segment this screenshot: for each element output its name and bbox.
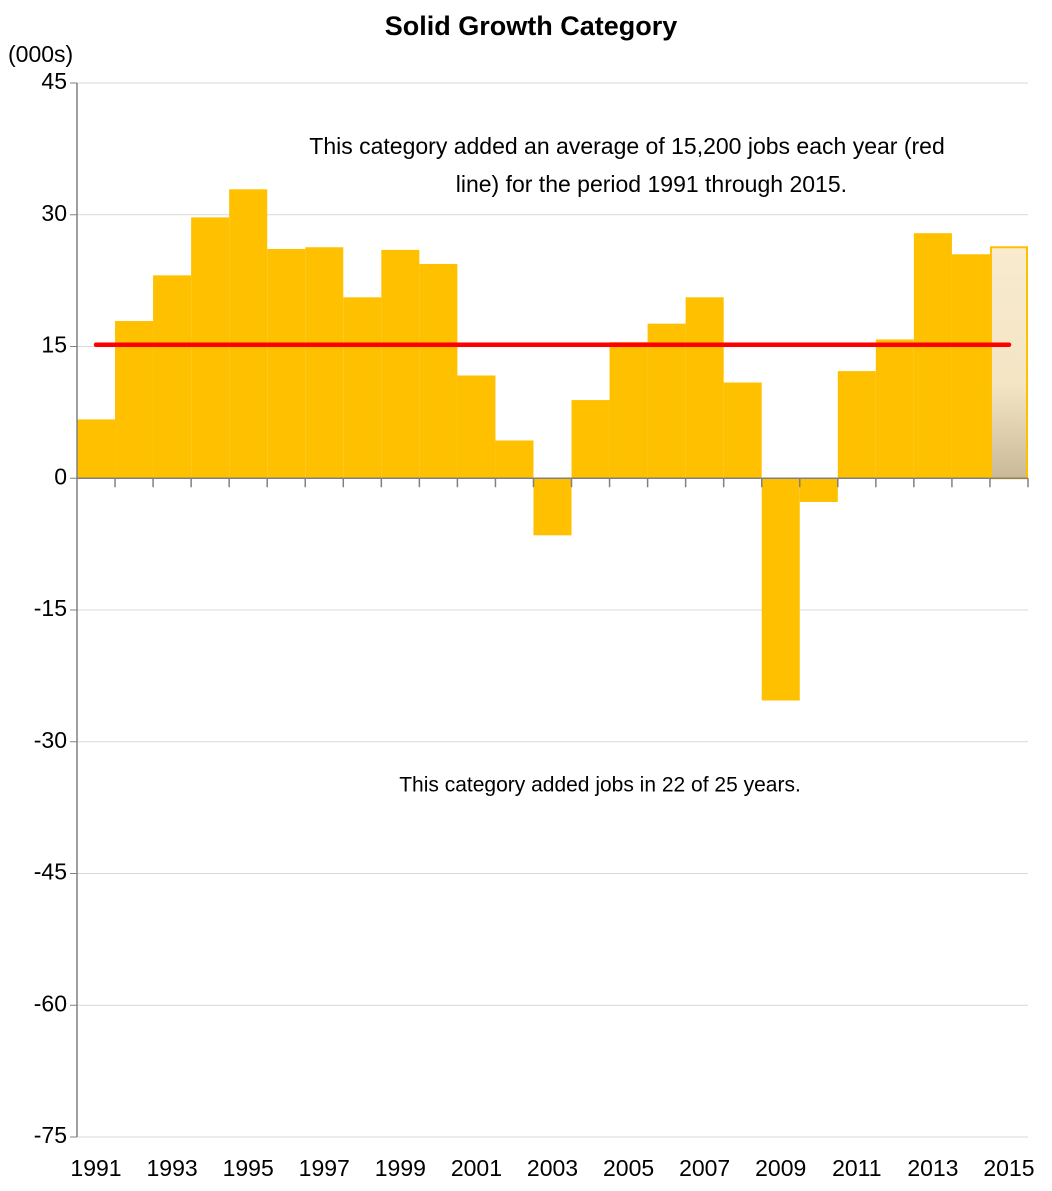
x-tick-label: 1995 xyxy=(223,1155,274,1181)
bar xyxy=(381,249,420,479)
bar xyxy=(989,246,1029,480)
y-axis-label: (000s) xyxy=(8,41,73,67)
x-tick-label: 1991 xyxy=(70,1155,121,1181)
bar xyxy=(609,342,648,479)
bar xyxy=(875,339,914,479)
y-tick-label: 15 xyxy=(41,332,67,358)
y-tick-label: -75 xyxy=(34,1122,67,1148)
bar xyxy=(913,233,952,479)
bar xyxy=(533,478,572,536)
bar xyxy=(153,275,192,479)
x-tick-label: 2003 xyxy=(527,1155,578,1181)
x-tick-label: 2009 xyxy=(755,1155,806,1181)
x-tick-label: 1997 xyxy=(299,1155,350,1181)
bar xyxy=(305,247,344,479)
bar xyxy=(419,263,458,479)
bar xyxy=(647,323,686,479)
y-tick-label: -60 xyxy=(34,990,67,1016)
y-tick-label: 30 xyxy=(41,200,67,226)
bar xyxy=(837,371,876,479)
y-tick-label: -30 xyxy=(34,727,67,753)
y-tick-label: -45 xyxy=(34,859,67,885)
x-tick-label: 2011 xyxy=(832,1155,881,1181)
annotation: This category added an average of 15,200… xyxy=(309,133,944,159)
bar xyxy=(191,217,230,479)
bar xyxy=(723,382,762,479)
bar xyxy=(571,400,610,479)
x-tick-label: 2015 xyxy=(983,1155,1034,1181)
annotation: This category added jobs in 22 of 25 yea… xyxy=(399,774,801,797)
chart-title: Solid Growth Category xyxy=(385,11,678,41)
y-tick-label: 45 xyxy=(41,68,67,94)
x-tick-label: 2005 xyxy=(603,1155,654,1181)
bar xyxy=(457,375,496,479)
bar xyxy=(951,254,990,479)
x-tick-label: 1999 xyxy=(375,1155,426,1181)
bar xyxy=(229,189,268,479)
y-tick-label: -15 xyxy=(34,595,67,621)
bar xyxy=(761,478,800,701)
bar xyxy=(77,419,116,479)
bar xyxy=(799,478,838,502)
x-tick-label: 2001 xyxy=(451,1155,502,1181)
bar xyxy=(343,297,382,479)
bar xyxy=(495,440,534,479)
bar xyxy=(685,297,724,479)
y-tick-label: 0 xyxy=(54,463,67,489)
bar xyxy=(115,321,154,479)
x-tick-label: 1993 xyxy=(147,1155,198,1181)
annotation: line) for the period 1991 through 2015. xyxy=(456,171,847,197)
x-tick-label: 2013 xyxy=(907,1155,958,1181)
bar xyxy=(267,249,306,479)
x-tick-label: 2007 xyxy=(679,1155,730,1181)
